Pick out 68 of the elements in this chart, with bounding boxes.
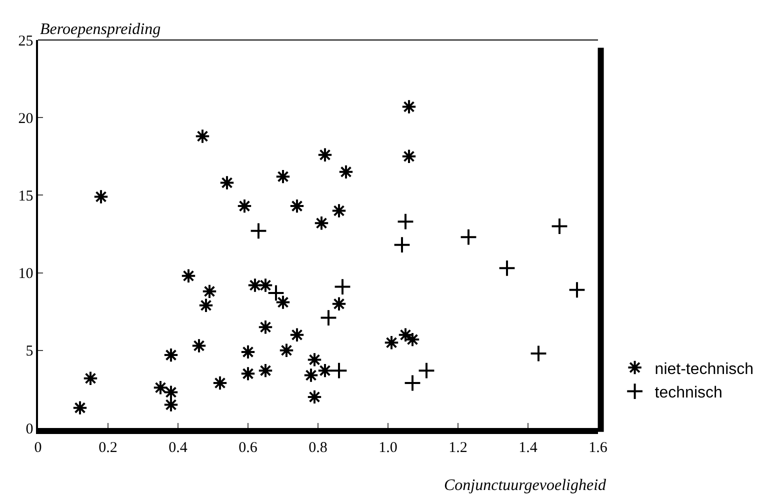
point <box>317 362 333 378</box>
x-tick-label: 1.4 <box>518 440 538 456</box>
point <box>338 164 354 180</box>
x-tick-label: 0.4 <box>168 440 188 456</box>
point <box>320 309 338 327</box>
point <box>191 338 207 354</box>
point <box>331 203 347 218</box>
point <box>317 147 333 162</box>
x-tick-label: 1.2 <box>448 440 468 456</box>
y-tick-label: 5 <box>26 344 34 360</box>
y-tick-label: 10 <box>18 266 34 282</box>
legend-label: technisch <box>654 384 722 402</box>
y-tick-label: 0 <box>26 421 34 438</box>
x-tick-label: 1.6 <box>588 440 608 456</box>
point <box>278 342 294 358</box>
point <box>303 368 319 383</box>
point <box>163 347 179 363</box>
point <box>82 370 98 386</box>
x-tick-label: 0.6 <box>238 440 258 456</box>
point <box>418 362 436 380</box>
x-tick-label: 0.8 <box>308 440 328 456</box>
point <box>202 284 218 300</box>
y-tick-label: 20 <box>18 110 34 127</box>
point <box>331 296 347 312</box>
point <box>247 278 263 293</box>
point <box>306 352 322 368</box>
point <box>163 384 179 400</box>
point <box>530 344 548 362</box>
point <box>72 400 88 416</box>
point <box>401 148 417 164</box>
point <box>334 278 352 296</box>
x-tick-label: 1.0 <box>378 440 398 456</box>
point <box>404 374 422 392</box>
x-tick-label: 0.2 <box>98 440 118 456</box>
point <box>275 168 291 184</box>
point <box>240 344 256 360</box>
point <box>258 362 274 378</box>
legend-label: niet-technisch <box>654 360 754 378</box>
point <box>393 236 411 254</box>
point <box>460 228 478 246</box>
point <box>275 294 291 310</box>
point <box>289 327 305 342</box>
point <box>250 222 268 240</box>
y-axis-title: Beroepenspreiding <box>40 21 161 38</box>
point <box>163 397 179 412</box>
point <box>219 175 235 190</box>
point <box>240 366 256 382</box>
point <box>330 362 348 380</box>
point <box>212 375 228 391</box>
point <box>198 298 214 313</box>
point <box>236 198 252 214</box>
point <box>498 259 516 277</box>
point <box>306 389 322 405</box>
y-tick-label: 25 <box>18 33 34 50</box>
point <box>314 216 330 231</box>
point <box>289 198 305 214</box>
point <box>550 218 568 235</box>
y-tick-label: 15 <box>18 188 34 204</box>
point <box>568 281 586 299</box>
point <box>384 335 400 350</box>
x-axis-title: Conjunctuurgevoeligheid <box>444 477 608 494</box>
point <box>401 99 417 114</box>
point <box>93 189 109 204</box>
point <box>194 128 210 144</box>
point <box>152 380 168 396</box>
point <box>258 320 274 335</box>
point <box>180 268 196 284</box>
point <box>396 212 414 230</box>
